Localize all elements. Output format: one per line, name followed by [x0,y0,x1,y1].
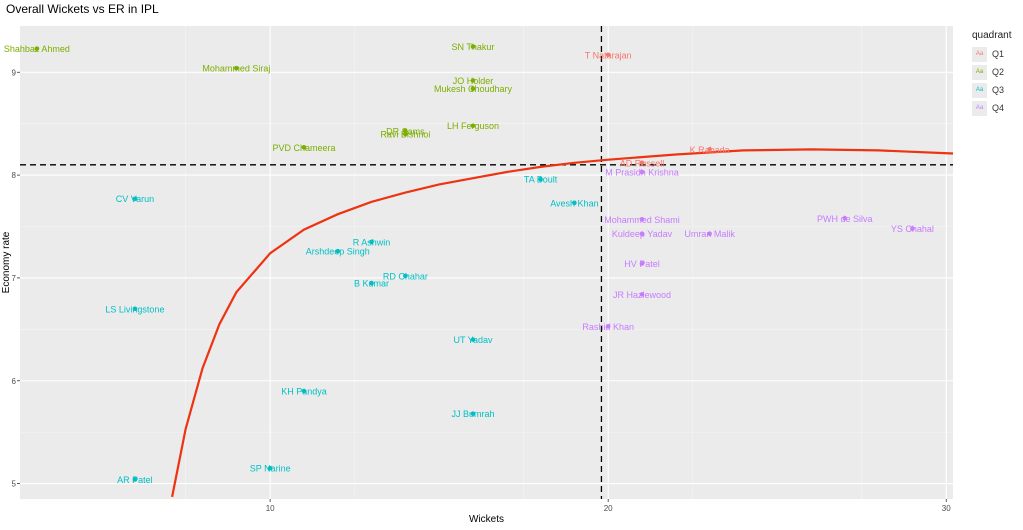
point-label: PVD Chameera [272,143,335,153]
y-tick-label: 7 [12,274,17,283]
point-marker [132,477,138,482]
point-label: JO Holder [453,76,494,86]
y-tick-label: 6 [12,377,17,386]
plot-panel [20,26,953,499]
point-label: JJ Bumrah [451,409,494,419]
point-label: Ravi Bishnoi [380,129,430,139]
point-marker [707,231,712,237]
point-marker [132,306,138,312]
point-label: HV Patel [624,259,660,269]
point-label: LH Ferguson [447,121,499,131]
point-label: Mukesh Choudhary [434,84,513,94]
point-label: Avesh Khan [550,198,598,208]
point-label: LS Livingstone [105,304,164,314]
point-marker [639,261,645,266]
point-marker [639,231,645,237]
point-marker [605,323,611,329]
point-label: Arshdeep Singh [306,247,370,257]
point-label: B Kumar [354,279,389,289]
legend-item: Aa Q4 [972,99,1022,117]
point-label: T Natarajan [585,50,632,60]
point-label: DR Sams [386,126,425,136]
legend-label: Q4 [992,103,1005,113]
point-label: JR Hazlewood [613,290,671,300]
point-marker [470,411,476,416]
y-tick-label: 9 [12,68,17,77]
trend-curve [171,148,953,498]
legend-label: Q3 [992,85,1005,95]
legend: quadrant Aa Q1 Aa Q2 Aa Q3 Aa Q4 [972,30,1022,117]
point-marker [267,465,273,471]
legend-item: Aa Q3 [972,81,1022,99]
point-marker [605,52,611,58]
x-axis-label: Wickets [469,514,504,525]
legend-title: quadrant [972,30,1012,41]
point-marker [403,273,408,279]
legend-key: Aa [972,64,987,80]
point-label: Shahbaz Ahmed [4,44,70,54]
point-label: RD Chahar [383,271,428,281]
point-label: Umran Malik [684,229,735,239]
point-marker [707,147,712,152]
point-label: R Ashwin [353,237,391,247]
legend-item: Aa Q1 [972,45,1022,63]
point-marker [639,160,645,166]
point-label: Kuldeep Yadav [612,229,673,239]
point-label: SN Thakur [452,42,495,52]
x-tick-label: 30 [942,504,951,513]
point-label: AR Patel [117,475,153,485]
y-tick-label: 5 [12,480,17,489]
point-marker [639,217,645,222]
point-label: KH Pandya [281,387,327,397]
point-marker [538,176,543,182]
legend-label: Q2 [992,67,1005,77]
chart-title: Overall Wickets vs ER in IPL [6,2,159,16]
y-tick-label: 8 [12,171,17,180]
point-marker [842,215,848,221]
point-marker [470,86,476,92]
point-label: K Rabada [690,145,730,155]
point-label: Mohammed Siraj [202,64,270,74]
point-marker [335,248,341,254]
point-label: CV Varun [116,194,154,204]
point-marker [470,123,476,129]
legend-key: Aa [972,46,987,62]
point-label: Mohammed Shami [604,215,680,225]
point-marker [369,280,374,286]
point-marker [301,388,307,394]
legend-key: Aa [972,82,987,98]
point-marker [234,65,239,71]
point-label: M Prasidh Krishna [605,168,679,178]
point-label: PWH de Silva [817,214,873,224]
point-label: SP Narine [250,464,291,474]
legend-label: Q1 [992,49,1005,59]
point-marker [34,46,40,51]
point-marker [301,145,307,150]
legend-key: Aa [972,100,987,116]
point-label: AD Russell [620,158,665,168]
point-marker [403,131,408,137]
point-marker [470,78,476,83]
point-label: Rashid Khan [582,322,634,332]
x-tick-label: 10 [266,504,275,513]
point-marker [470,44,476,49]
point-label: YS Chahal [891,224,934,234]
point-marker [572,200,577,206]
x-tick-label: 20 [604,504,613,513]
y-axis-label: Economy rate [1,231,12,293]
point-label: TA Boult [524,175,558,185]
point-marker [910,226,915,231]
point-marker [639,292,645,297]
legend-item: Aa Q2 [972,63,1022,81]
point-label: UT Yadav [453,335,493,345]
point-marker [369,239,374,245]
point-marker [132,196,138,202]
point-marker [470,337,476,342]
point-marker [639,169,645,175]
